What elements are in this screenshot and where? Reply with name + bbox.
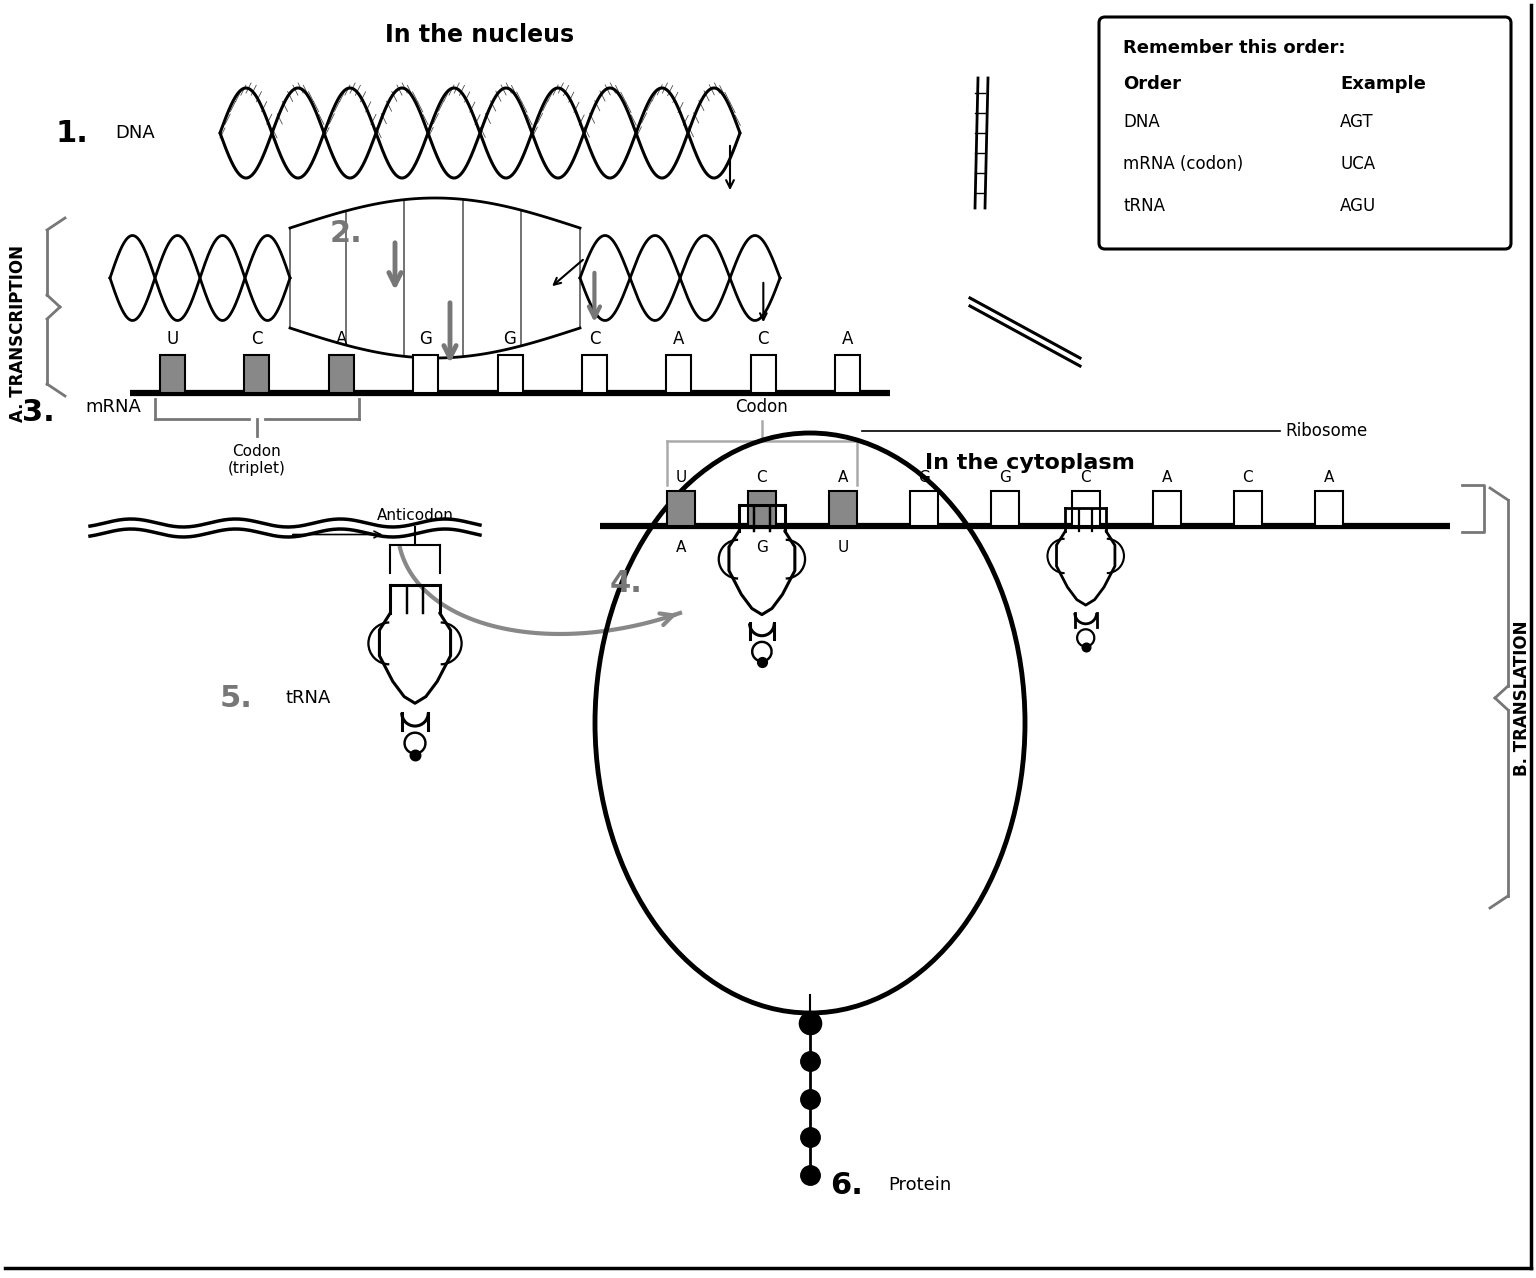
Text: UCA: UCA [1339,155,1375,173]
Text: Codon
(triplet): Codon (triplet) [227,443,286,477]
Bar [991,491,1018,527]
Text: tRNA: tRNA [1123,197,1164,215]
Text: tRNA: tRNA [286,689,330,707]
Text: A: A [673,330,685,348]
Text: U: U [837,541,848,555]
Bar [748,491,776,527]
Text: AGU: AGU [1339,197,1376,215]
Bar [329,355,353,394]
Bar [1233,491,1261,527]
Text: G: G [998,470,1011,484]
Text: A: A [837,470,848,484]
Text: C: C [1080,470,1091,484]
Bar [667,491,694,527]
Text: Anticodon: Anticodon [376,507,453,523]
Bar [413,355,438,394]
Text: Example: Example [1339,75,1425,93]
Text: C: C [757,470,766,484]
Text: C: C [1243,470,1253,484]
Text: A. TRANSCRIPTION: A. TRANSCRIPTION [9,244,28,422]
Text: U: U [676,470,687,484]
Bar [1315,491,1342,527]
Bar [160,355,184,394]
Bar [667,355,691,394]
Text: DNA: DNA [1123,112,1160,132]
Text: In the nucleus: In the nucleus [386,23,574,47]
Bar [909,491,938,527]
Text: A: A [335,330,347,348]
Text: A: A [842,330,854,348]
Text: G: G [919,470,929,484]
Text: 1.: 1. [55,119,88,147]
Text: 3.: 3. [22,397,55,427]
Text: 6.: 6. [829,1171,863,1200]
Bar [751,355,776,394]
Text: A: A [676,541,687,555]
Text: mRNA (codon): mRNA (codon) [1123,155,1243,173]
Text: 4.: 4. [610,569,644,598]
Bar [582,355,607,394]
Text: C: C [250,330,263,348]
Text: C: C [588,330,601,348]
Bar [829,491,857,527]
Text: Order: Order [1123,75,1181,93]
Text: Protein: Protein [888,1176,951,1194]
Text: G: G [756,541,768,555]
Text: DNA: DNA [115,124,155,142]
Bar [836,355,860,394]
Text: A: A [1161,470,1172,484]
FancyBboxPatch shape [1098,17,1511,249]
Text: Codon: Codon [736,397,788,417]
Bar [498,355,522,394]
Bar [1072,491,1100,527]
Text: C: C [757,330,770,348]
Text: Remember this order:: Remember this order: [1123,40,1346,58]
Text: A: A [1324,470,1333,484]
Text: mRNA: mRNA [84,397,141,417]
Bar [244,355,269,394]
Text: In the cytoplasm: In the cytoplasm [925,452,1135,473]
Text: Ribosome: Ribosome [1286,422,1367,440]
Text: G: G [419,330,432,348]
Text: 2.: 2. [330,219,362,248]
Text: B. TRANSLATION: B. TRANSLATION [1513,620,1531,776]
Bar [1152,491,1181,527]
Text: U: U [166,330,178,348]
Text: AGT: AGT [1339,112,1373,132]
Text: G: G [504,330,516,348]
Text: 5.: 5. [220,684,253,713]
